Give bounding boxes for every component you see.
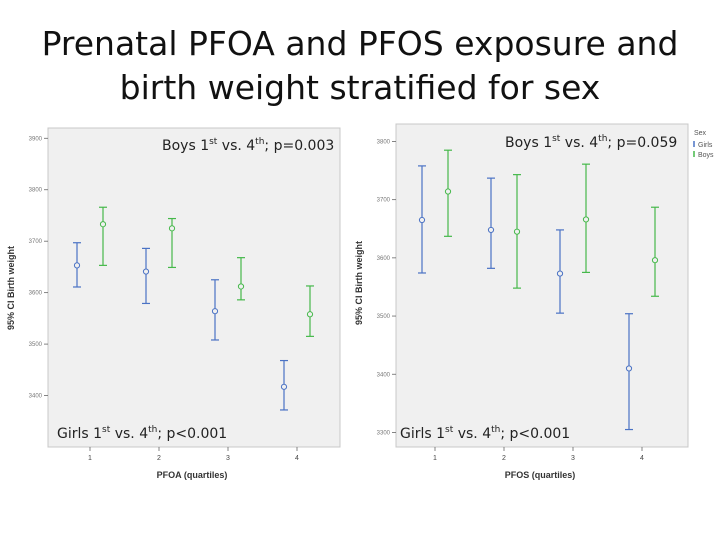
mean-point [556,270,564,277]
x-tick-label: 2 [502,455,506,462]
y-tick-label: 3800 [377,139,391,145]
mean-point [73,262,81,269]
mean-point [211,308,219,315]
y-tick-label: 3600 [377,256,391,262]
y-tick-label: 3900 [29,136,43,142]
legend-girls-label: Girls [698,142,713,149]
chart2-boys-annotation: Boys 1st vs. 4th; p=0.059 [505,134,677,151]
legend-boys-label: Boys [698,152,714,159]
y-tick-label: 3500 [377,314,391,320]
girls-errorbar [487,177,495,269]
x-tick-label: 1 [88,455,92,462]
girls-errorbar [556,229,564,314]
girls-errorbar [418,165,426,274]
x-tick-label: 3 [571,455,575,462]
plot-area [395,123,689,448]
boys-errorbar [651,206,659,297]
x-tick-label: 3 [226,455,230,462]
y-tick-label: 3700 [377,198,391,204]
y-tick-label: 3400 [377,372,391,378]
girls-errorbar [142,247,150,305]
legend-title: Sex [694,130,707,137]
mean-point [237,283,245,290]
girls-errorbar [280,359,288,411]
slide-title: Prenatal PFOA and PFOS exposure and birt… [0,22,720,110]
mean-point [168,225,176,232]
boys-errorbar [444,149,452,237]
mean-point [280,383,288,390]
chart1-boys-annotation: Boys 1st vs. 4th; p=0.003 [162,137,334,154]
mean-point [142,268,150,275]
x-tick-label: 1 [433,455,437,462]
y-tick-label: 3600 [29,291,43,297]
mean-point [487,226,495,234]
mean-point [582,216,590,223]
title-line-2: birth weight stratified for sex [119,68,601,107]
chart-1: 3400 3500 3600 3700 3800 3900 1 2 3 4 PFOA (quarti… [6,127,341,480]
y-axis-label: 95% CI Birth weight [6,246,16,330]
boys-errorbar [99,206,107,266]
boys-errorbar [168,217,176,269]
chart-2: 3300 3400 3500 3600 3700 3800 1 2 3 4 PFOS (quarti… [354,123,689,480]
boys-errorbar [306,285,314,337]
y-tick-label: 3700 [29,239,43,245]
mean-point [625,365,633,372]
legend: Sex Girls Boys [693,130,714,159]
y-tick-label: 3500 [29,342,43,348]
mean-point [418,216,426,224]
boys-errorbar [513,174,521,289]
y-tick-label: 3300 [377,430,391,436]
y-axis-label: 95% CI Birth weight [354,241,364,325]
plot-area [47,127,341,448]
x-tick-label: 4 [295,455,299,462]
chart1-girls-annotation: Girls 1st vs. 4th; p<0.001 [57,425,227,442]
chart2-girls-annotation: Girls 1st vs. 4th; p<0.001 [400,425,570,442]
mean-point [444,188,452,195]
title-line-1: Prenatal PFOA and PFOS exposure and [41,24,679,63]
boys-errorbar [237,257,245,301]
boys-errorbar [582,163,590,274]
y-tick-label: 3400 [29,394,43,400]
x-tick-label: 2 [157,455,161,462]
mean-point [99,221,107,228]
x-tick-label: 4 [640,455,644,462]
y-tick-label: 3800 [29,188,43,194]
girls-errorbar [625,313,633,431]
x-axis-label: PFOA (quartiles) [157,470,228,480]
mean-point [651,257,659,264]
mean-point [306,311,314,318]
x-axis-label: PFOS (quartiles) [505,470,576,480]
mean-point [513,228,521,235]
girls-errorbar [211,279,219,341]
girls-errorbar [73,242,81,288]
